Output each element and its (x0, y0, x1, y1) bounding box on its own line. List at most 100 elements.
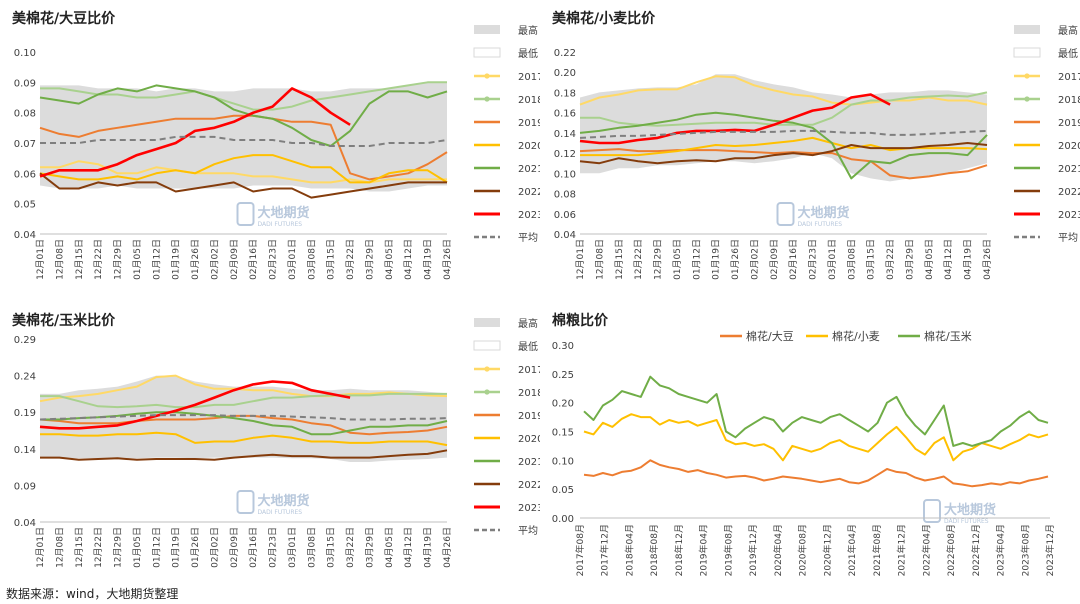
series-line-2020 (39, 154, 448, 184)
x-tick-label: 02月02日 (209, 527, 220, 568)
series-line-cotton-wheat (583, 413, 1049, 462)
y-tick-label: 0.10 (552, 456, 574, 467)
x-tick-label: 2018年08月 (648, 524, 660, 576)
series-line-cotton-corn (583, 375, 1049, 447)
x-tick-label: 12月29日 (113, 239, 124, 280)
series-line-2022 (39, 172, 447, 199)
series-line-2018 (40, 81, 447, 111)
y-tick-label: 0.24 (14, 372, 36, 383)
legend-swatch-low (473, 340, 501, 351)
x-tick-label: 04月05日 (384, 527, 395, 568)
x-tick-label: 01月26日 (730, 239, 741, 280)
x-tick-label: 12月01日 (575, 239, 586, 280)
legend-label: 最高 (518, 24, 538, 37)
series-line-avg (39, 414, 448, 421)
band-high-low (40, 82, 447, 192)
y-tick-label: 0.22 (554, 48, 576, 59)
x-tick-label: 01月19日 (171, 527, 182, 568)
series-line-2018 (40, 392, 447, 409)
legend-swatch-high (474, 318, 500, 327)
x-tick-label: 04月12日 (943, 239, 954, 280)
chart-panel-cotton-wheat: 美棉花/小麦比价 大地期货 DADI FUTURES 0.04 0.06 0.08 0.1… (540, 0, 1080, 300)
x-tick-label: 01月19日 (171, 239, 182, 280)
y-tick-label: 0.29 (14, 335, 36, 346)
series-line-2023 (39, 380, 351, 430)
legend-label: 2022 (518, 480, 540, 491)
series-line-2020 (580, 136, 988, 157)
x-tick-label: 12月29日 (113, 527, 124, 568)
watermark-subtext: DADI FUTURES (258, 221, 303, 228)
series-line-avg (579, 129, 988, 139)
y-tick-label: 0.06 (14, 169, 36, 180)
x-tick-label: 03月29日 (364, 239, 375, 280)
x-tick-label: 01月05日 (672, 239, 683, 280)
legend-swatch-high (1014, 25, 1040, 34)
x-tick-label: 02月02日 (209, 239, 220, 280)
legend-label: 2018 (518, 95, 540, 106)
x-tick-label: 2019年08月 (722, 524, 734, 576)
x-tick-label: 03月08日 (306, 239, 317, 280)
x-tick-label: 2020年08月 (797, 524, 809, 576)
legend-label: 2021 (518, 164, 540, 175)
legend-label: 2020 (518, 141, 540, 152)
chart-panel-cotton-corn: 美棉花/玉米比价 大地期货 DADI FUTURES 0.04 0.09 0.14 0.1… (0, 300, 544, 584)
series-line-avg (40, 135, 448, 147)
series-line-2017 (579, 75, 988, 106)
watermark-logo-icon (923, 499, 941, 523)
x-tick-label: 03月08日 (846, 239, 857, 280)
x-tick-label: 02月23日 (268, 527, 279, 568)
x-tick-label: 01月26日 (190, 527, 201, 568)
x-tick-label: 12月22日 (633, 239, 644, 280)
y-tick-label: 0.05 (552, 485, 574, 496)
legend-label: 棉花/玉米 (924, 329, 972, 343)
chart-title: 棉粮比价 (552, 313, 608, 329)
x-tick-label: 03月22日 (345, 239, 356, 280)
x-tick-label: 2020年12月 (821, 524, 833, 576)
legend-label: 2019 (518, 118, 540, 129)
chart-title: 美棉花/玉米比价 (12, 313, 116, 329)
x-tick-label: 01月26日 (190, 239, 201, 280)
x-tick-label: 02月23日 (808, 239, 819, 280)
y-tick-label: 0.10 (14, 48, 36, 59)
chart-title: 美棉花/小麦比价 (552, 11, 656, 27)
legend-label: 2018 (1058, 95, 1080, 106)
x-tick-label: 01月19日 (711, 239, 722, 280)
series-line-2019 (579, 148, 988, 180)
x-tick-label: 03月01日 (287, 527, 298, 568)
x-tick-label: 03月15日 (866, 239, 877, 280)
x-tick-label: 12月15日 (74, 239, 85, 280)
x-tick-label: 04月26日 (982, 239, 993, 280)
legend-label: 棉花/小麦 (832, 329, 880, 343)
x-tick-label: 02月09日 (769, 239, 780, 280)
x-tick-label: 04月05日 (924, 239, 935, 280)
x-tick-label: 2022年08月 (945, 524, 957, 576)
chart-title: 美棉花/大豆比价 (12, 11, 116, 27)
x-tick-label: 03月15日 (326, 239, 337, 280)
legend-label: 平均 (518, 525, 538, 537)
series-line-cotton-soybean (583, 459, 1049, 488)
y-tick-label: 0.19 (14, 408, 36, 419)
x-tick-label: 04月26日 (442, 239, 453, 280)
watermark-text: 大地期货 (944, 502, 996, 518)
legend-label: 2021 (518, 457, 540, 468)
watermark-subtext: DADI FUTURES (258, 509, 303, 516)
x-tick-label: 01月12日 (151, 239, 162, 280)
x-tick-label: 04月12日 (403, 527, 414, 568)
legend-label: 2023 (518, 503, 540, 514)
watermark-text: 大地期货 (798, 205, 850, 221)
y-tick-label: 0.04 (14, 230, 36, 241)
legend-marker (484, 366, 490, 372)
watermark-subtext: DADI FUTURES (798, 221, 843, 228)
x-tick-label: 2022年04月 (920, 524, 932, 576)
x-tick-label: 12月08日 (54, 239, 65, 280)
y-tick-label: 0.04 (554, 230, 576, 241)
legend-label: 2020 (1058, 141, 1080, 152)
data-source-note: 数据来源：wind，大地期货整理 (6, 587, 179, 601)
x-tick-label: 01月05日 (132, 527, 143, 568)
legend-label: 最高 (518, 317, 538, 330)
legend-label: 棉花/大豆 (746, 329, 794, 343)
legend-swatch-low (473, 47, 501, 58)
watermark-logo-icon (776, 202, 795, 226)
